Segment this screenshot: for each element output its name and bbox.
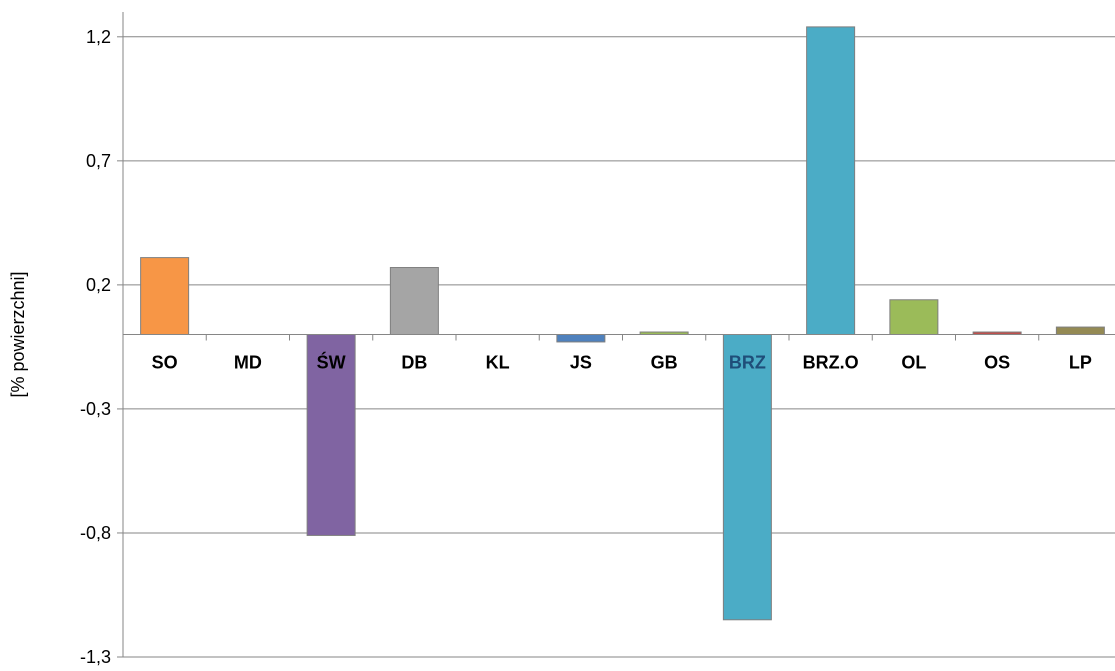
x-tick-label: LP	[1069, 353, 1092, 373]
x-tick-labels: SO MD ŚW DB KL JS GB BRZ BRZ.O OL OS LP	[152, 352, 1092, 373]
x-tick-label: JS	[570, 353, 592, 373]
bar-św	[306, 334, 356, 536]
bar-ol	[889, 299, 939, 335]
y-tick-label: 0,2	[86, 275, 111, 295]
y-tick-labels: 1,2 0,7 0,2 -0,3 -0,8 -1,3	[80, 27, 111, 667]
bar-db	[389, 267, 439, 335]
axes	[117, 12, 1115, 658]
y-axis-label: [% powierzchni]	[8, 271, 28, 397]
x-tick-label: MD	[234, 353, 262, 373]
y-tick-label: -0,3	[80, 399, 111, 419]
bar-brz-o	[806, 26, 856, 336]
y-tick-label: 0,7	[86, 151, 111, 171]
bar-so	[140, 257, 190, 336]
x-tick-label: BRZ.O	[803, 353, 859, 373]
x-tick-label: OS	[984, 353, 1010, 373]
bars	[140, 26, 1105, 621]
x-tick-label: SO	[152, 353, 178, 373]
x-tick-label: KL	[486, 353, 510, 373]
bar-js	[556, 334, 606, 343]
x-tick-label: DB	[401, 353, 427, 373]
y-tick-label: 1,2	[86, 27, 111, 47]
gridlines	[123, 36, 1115, 658]
y-tick-label: -1,3	[80, 647, 111, 666]
x-tick-label: ŚW	[317, 352, 346, 373]
y-tick-label: -0,8	[80, 523, 111, 543]
x-tick-label: GB	[651, 353, 678, 373]
bar-brz	[722, 334, 772, 621]
x-tick-label: OL	[901, 353, 926, 373]
bar-lp	[1055, 326, 1105, 335]
x-tick-label: BRZ	[729, 353, 766, 373]
